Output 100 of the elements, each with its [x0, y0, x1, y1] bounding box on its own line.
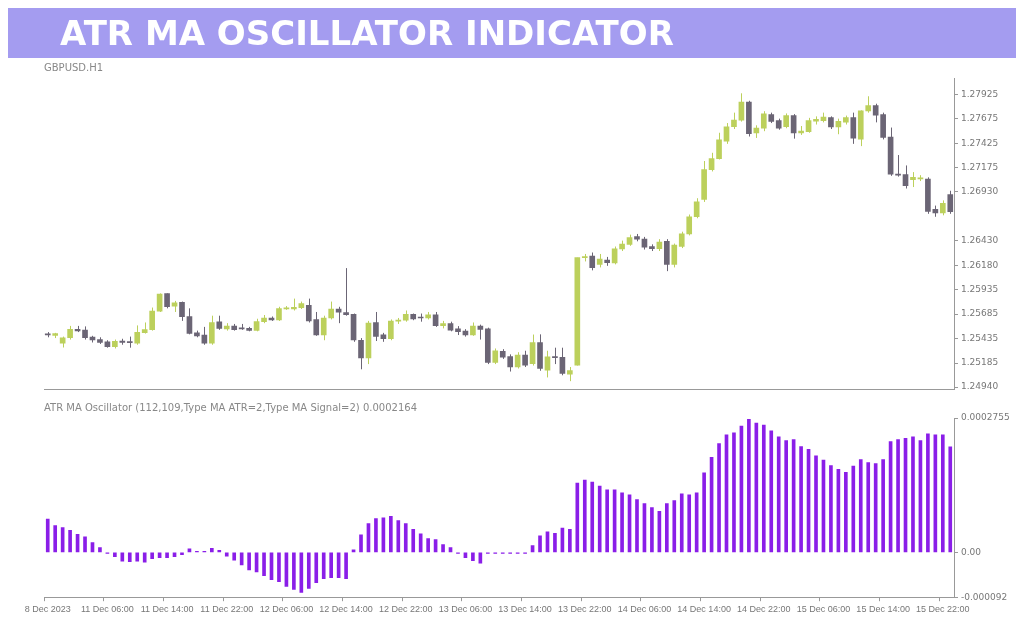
y-tick-label: 1.26430 [961, 235, 999, 246]
bar [911, 436, 915, 553]
bar [597, 485, 602, 553]
bar [717, 443, 721, 553]
candlestick [671, 243, 678, 268]
bar [761, 424, 766, 553]
x-tick-label: 15 Dec 14:00 [856, 604, 910, 615]
bar [926, 433, 930, 553]
y-tick-label: 1.25185 [961, 357, 999, 368]
bar [142, 552, 147, 563]
x-tick-label: 13 Dec 06:00 [438, 604, 493, 615]
bar [113, 552, 117, 558]
candlestick [760, 110, 767, 132]
bar [426, 538, 430, 553]
bar [98, 547, 102, 553]
bar [851, 465, 856, 553]
bar [150, 552, 154, 560]
bar [210, 548, 214, 553]
bar [881, 459, 885, 553]
x-tick-label: 15 Dec 22:00 [916, 604, 970, 615]
bar [829, 465, 833, 553]
y-tick-label: 1.25935 [961, 283, 999, 294]
y-tick-label: 1.27175 [961, 162, 999, 173]
bar [396, 520, 401, 553]
bar [784, 440, 788, 553]
bar [292, 552, 296, 590]
y-tick-label: 1.26930 [961, 186, 999, 197]
candlestick [850, 112, 857, 145]
bar [471, 552, 475, 561]
bar [672, 500, 677, 553]
bar [321, 552, 326, 579]
y-tick-label: 1.27425 [961, 137, 999, 148]
x-tick-label: 14 Dec 06:00 [617, 604, 672, 615]
bar [374, 518, 378, 553]
bar [314, 552, 319, 583]
bar [687, 494, 692, 553]
x-tick-label: 8 Dec 2023 [24, 604, 71, 615]
x-tick-label: 12 Dec 22:00 [378, 604, 433, 615]
x-tick-label: 13 Dec 14:00 [498, 604, 552, 615]
bar [702, 472, 706, 553]
candlestick [209, 315, 215, 346]
candlestick [134, 324, 141, 346]
x-tick-label: 11 Dec 22:00 [200, 604, 254, 615]
bar [120, 552, 125, 562]
bar [866, 462, 871, 553]
candlestick [708, 152, 715, 172]
bar [769, 430, 774, 553]
y-tick-label: 1.26180 [961, 259, 999, 270]
bar [217, 550, 222, 553]
candlestick [186, 307, 193, 335]
bar [538, 535, 542, 553]
y-tick-label: 1.25685 [961, 308, 999, 319]
y-tick-label: 1.25435 [961, 332, 999, 343]
bar [553, 532, 557, 553]
candlestick [716, 132, 722, 160]
bar [411, 529, 416, 553]
bar [232, 552, 237, 561]
y-tick-label: 0.00 [961, 546, 982, 557]
bar [858, 459, 863, 553]
bar [799, 446, 803, 553]
x-tick-label: 12 Dec 06:00 [259, 604, 314, 615]
bar [224, 552, 229, 557]
bar [620, 492, 624, 553]
bar [582, 479, 587, 553]
bar [277, 552, 281, 582]
y-tick-label: 1.27925 [961, 88, 999, 99]
chart-title: ATR MA Oscillator (112,109,Type MA ATR=2,Type MA Signal=2) 0.0002164 [44, 401, 417, 413]
candlestick [320, 315, 327, 341]
bar [359, 534, 363, 553]
x-tick-label: 14 Dec 14:00 [677, 604, 731, 615]
bar [814, 455, 818, 553]
y-tick-label: 0.0002755 [961, 412, 1010, 423]
bar [590, 481, 595, 553]
bar [732, 432, 736, 553]
y-tick-label: 1.24940 [961, 381, 999, 392]
x-tick-label: 11 Dec 14:00 [140, 604, 194, 615]
bar [389, 515, 393, 553]
bar [605, 489, 609, 553]
bar [262, 552, 266, 577]
x-tick-label: 12 Dec 14:00 [319, 604, 373, 615]
bar [635, 499, 639, 553]
bar [53, 525, 58, 553]
bar [873, 463, 878, 553]
candlestick [902, 164, 909, 190]
bar [135, 552, 140, 562]
bar [896, 439, 900, 553]
bar [418, 533, 423, 553]
bar [844, 472, 848, 553]
bar [776, 436, 781, 553]
candlestick [343, 267, 349, 317]
bar [441, 544, 445, 553]
bar [575, 482, 580, 553]
bar [247, 552, 251, 571]
bar [45, 518, 50, 553]
bar [68, 530, 72, 553]
x-tick-label: 11 Dec 06:00 [80, 604, 134, 615]
candlestick [358, 337, 364, 370]
candlestick [686, 214, 693, 236]
x-tick-label: 13 Dec 22:00 [558, 604, 612, 615]
bar [306, 552, 311, 589]
